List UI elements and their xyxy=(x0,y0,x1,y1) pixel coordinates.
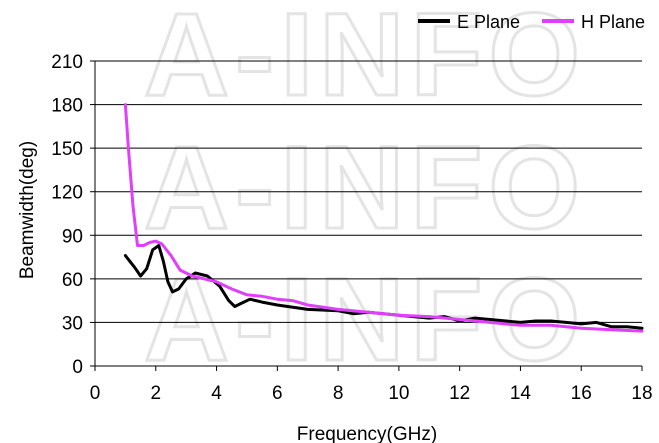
x-tick-label: 14 xyxy=(510,383,532,404)
x-tick-label: 4 xyxy=(211,383,222,404)
y-tick-label: 180 xyxy=(51,96,83,117)
y-axis-title: Beamwidth(deg) xyxy=(17,141,38,279)
y-tick-label: 90 xyxy=(62,226,83,247)
x-axis-title: Frequency(GHz) xyxy=(297,424,437,443)
legend-label: H Plane xyxy=(581,12,645,32)
y-tick-label: 30 xyxy=(62,313,83,334)
x-tick-label: 18 xyxy=(631,383,652,404)
x-tick-label: 12 xyxy=(449,383,470,404)
y-tick-label: 120 xyxy=(51,183,83,204)
y-tick-label: 60 xyxy=(62,270,83,291)
x-tick-label: 10 xyxy=(388,383,409,404)
watermark-text: A-INFO xyxy=(144,122,586,254)
y-tick-label: 210 xyxy=(51,52,83,73)
tick-labels: 0 30 60 90 120 150 180 210 0 2 4 6 8 10 12 14 16 18 xyxy=(51,52,652,404)
axes xyxy=(90,60,643,371)
y-tick-label: 0 xyxy=(72,357,83,378)
x-tick-label: 0 xyxy=(90,383,101,404)
x-tick-label: 6 xyxy=(272,383,283,404)
series-line-e-plane xyxy=(123,244,644,330)
series-lines xyxy=(123,103,644,333)
x-tick-label: 16 xyxy=(571,383,592,404)
x-tick-label: 8 xyxy=(333,383,344,404)
y-tick-label: 150 xyxy=(51,139,83,160)
legend-label: E Plane xyxy=(457,12,520,32)
x-tick-label: 2 xyxy=(150,383,161,404)
legend: E Plane H Plane xyxy=(418,12,645,32)
series-line-h-plane xyxy=(123,103,644,333)
grid xyxy=(95,60,642,323)
